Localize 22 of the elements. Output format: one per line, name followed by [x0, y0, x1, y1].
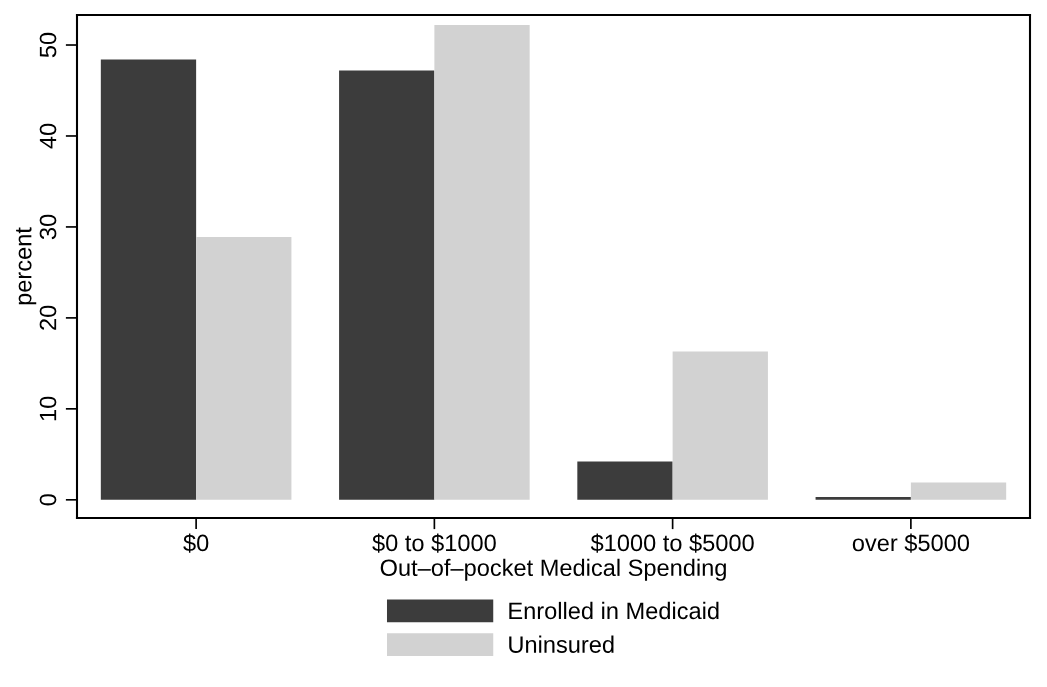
legend-label: Uninsured	[509, 635, 614, 653]
bar	[672, 351, 768, 500]
x-tick-label: over $5000	[852, 533, 970, 553]
x-tick-label: $0 to $1000	[372, 533, 496, 553]
legend-label: Enrolled in Medicaid	[509, 601, 719, 620]
y-tick-label: 50	[39, 32, 57, 58]
bar	[196, 236, 292, 500]
y-tick-label: 40	[39, 123, 57, 149]
x-axis-title: Out–of–pocket Medical Spending	[380, 558, 726, 581]
bar	[577, 461, 673, 500]
bar	[100, 59, 197, 500]
y-tick-label: 20	[39, 305, 57, 330]
bar	[815, 497, 911, 500]
y-tick-label: 0	[39, 494, 57, 506]
y-axis-title: percent	[16, 227, 37, 305]
bar	[339, 70, 435, 500]
bar	[434, 25, 530, 500]
x-tick-label: $1000 to $5000	[590, 533, 754, 553]
y-tick-label: 10	[39, 396, 57, 421]
x-tick-label: $0	[183, 533, 209, 553]
bar	[910, 482, 1007, 500]
y-tick-label: 30	[39, 214, 57, 240]
